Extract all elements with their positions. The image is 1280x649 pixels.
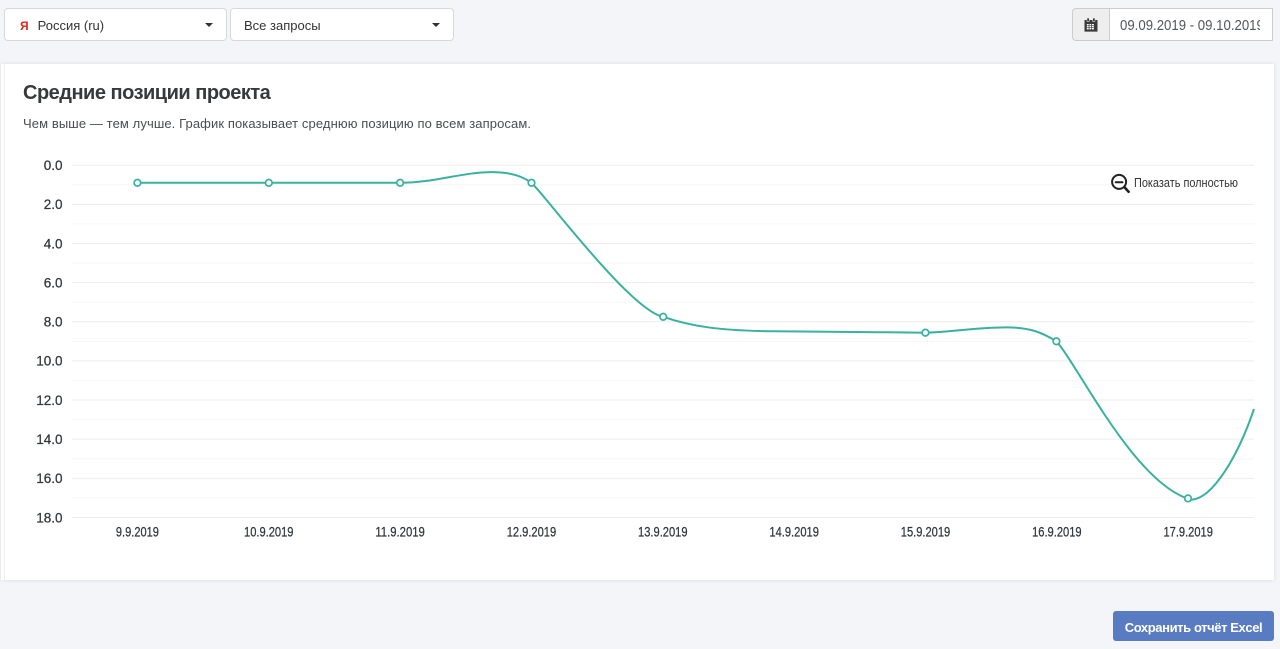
svg-text:15.9.2019: 15.9.2019 [901, 525, 951, 540]
svg-text:16.0: 16.0 [36, 471, 62, 486]
svg-text:13.9.2019: 13.9.2019 [638, 525, 688, 540]
svg-text:12.9.2019: 12.9.2019 [507, 525, 557, 540]
svg-text:2.0: 2.0 [44, 197, 63, 212]
svg-text:14.0: 14.0 [36, 432, 62, 447]
svg-text:8.0: 8.0 [44, 315, 63, 330]
svg-text:9.9.2019: 9.9.2019 [116, 525, 159, 540]
svg-text:18.0: 18.0 [36, 510, 62, 525]
svg-text:12.0: 12.0 [36, 393, 62, 408]
svg-text:6.0: 6.0 [44, 275, 63, 290]
svg-text:4.0: 4.0 [44, 236, 63, 251]
svg-text:16.9.2019: 16.9.2019 [1032, 525, 1082, 540]
svg-text:14.9.2019: 14.9.2019 [769, 525, 819, 540]
svg-text:11.9.2019: 11.9.2019 [375, 525, 425, 540]
svg-text:0.0: 0.0 [44, 158, 63, 173]
svg-text:17.9.2019: 17.9.2019 [1163, 525, 1213, 540]
svg-text:10.9.2019: 10.9.2019 [244, 525, 294, 540]
svg-text:Показать полностью: Показать полностью [1134, 175, 1238, 190]
svg-text:10.0: 10.0 [36, 354, 62, 369]
